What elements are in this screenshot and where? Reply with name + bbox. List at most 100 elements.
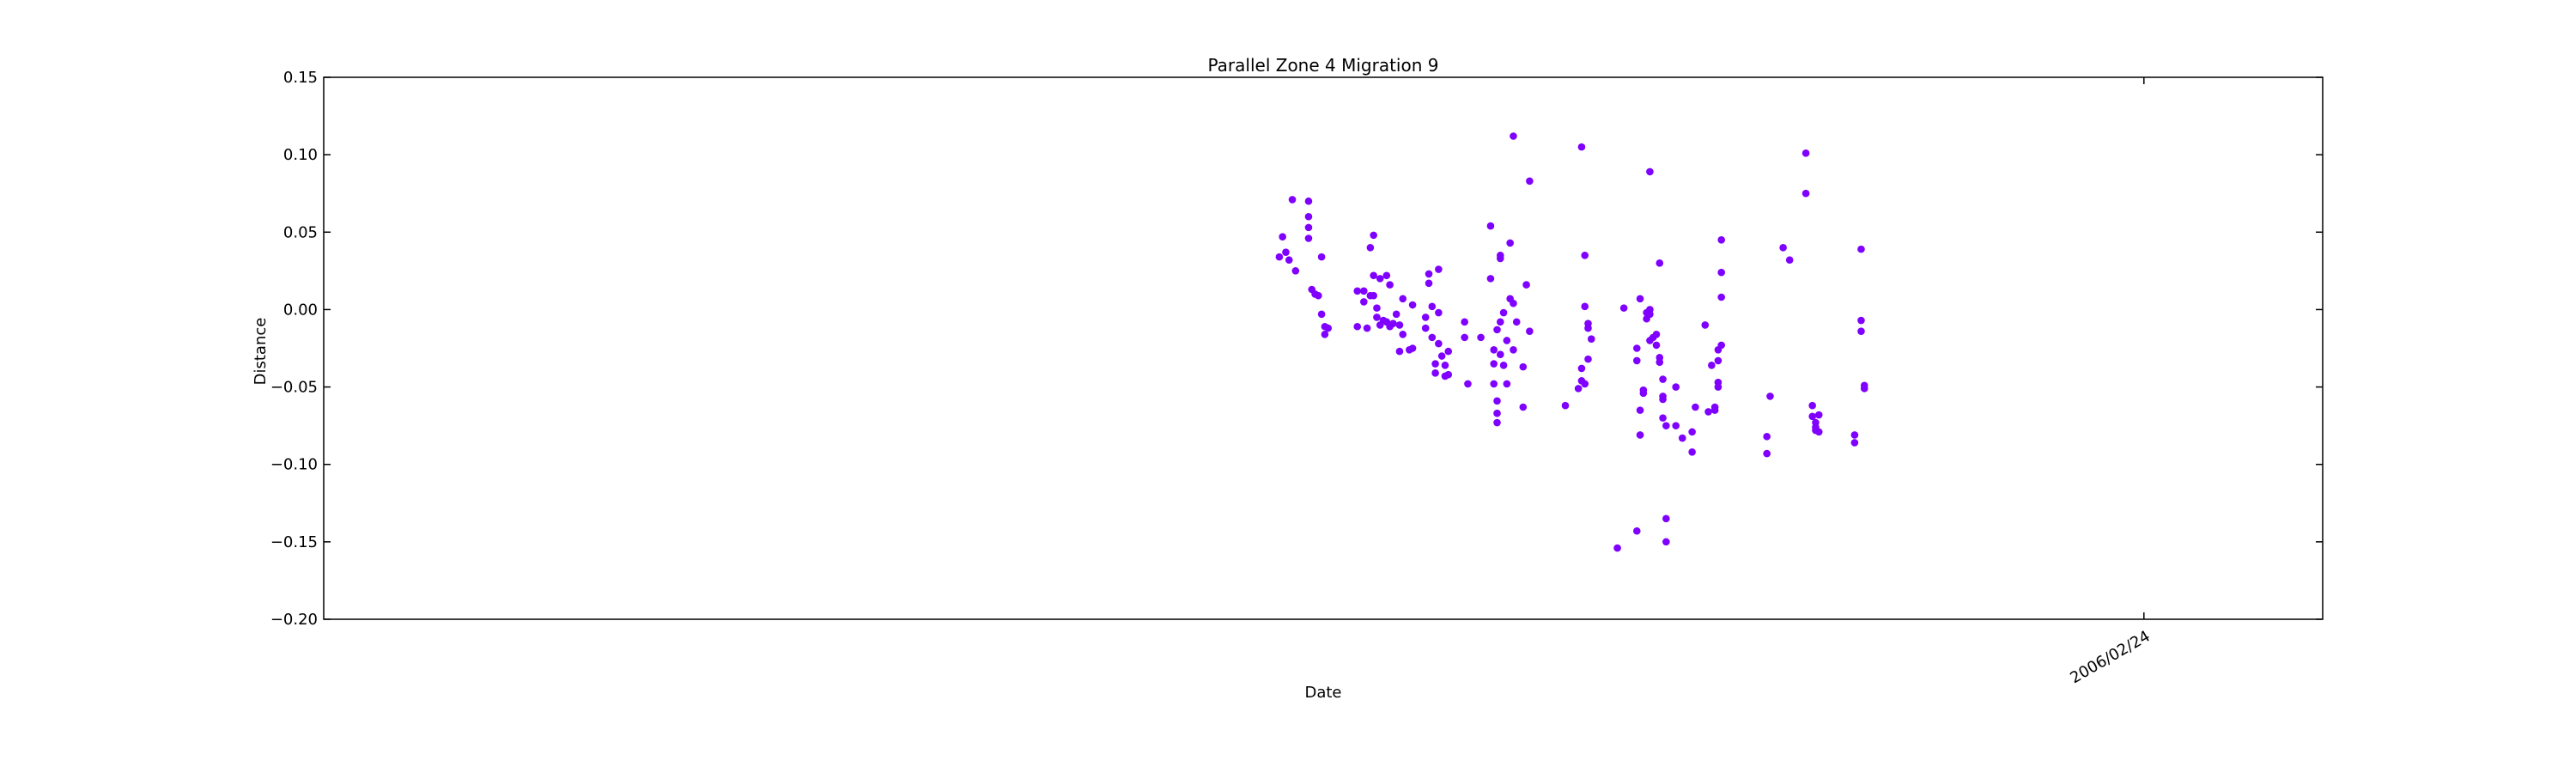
- data-point: [1499, 362, 1508, 369]
- data-point: [1370, 231, 1377, 240]
- data-point: [1779, 244, 1787, 252]
- data-point: [1386, 281, 1394, 289]
- data-point: [1688, 447, 1696, 456]
- data-point: [1363, 324, 1371, 332]
- data-point: [1801, 149, 1810, 157]
- data-point: [1812, 418, 1820, 427]
- data-point: [1291, 267, 1300, 275]
- data-point: [1399, 330, 1407, 338]
- data-point: [1519, 403, 1528, 411]
- data-point: [1646, 167, 1654, 176]
- data-point: [1279, 233, 1286, 240]
- data-point: [1717, 268, 1726, 277]
- data-point: [1304, 212, 1313, 221]
- data-point: [1704, 408, 1712, 416]
- data-point: [1490, 360, 1498, 368]
- data-point: [1587, 335, 1595, 343]
- data-point: [1428, 302, 1437, 311]
- data-point: [1317, 310, 1326, 319]
- data-point: [1814, 428, 1823, 436]
- data-point: [1421, 313, 1430, 321]
- data-point: [1431, 369, 1439, 377]
- data-point: [1714, 356, 1722, 365]
- data-point: [1441, 362, 1449, 369]
- data-point: [1710, 406, 1719, 414]
- data-point: [1708, 362, 1716, 369]
- data-point: [1619, 304, 1628, 312]
- data-point: [1584, 324, 1592, 332]
- y-axis-ticks: −0.20 −0.15 −0.10 −0.05 0.00 0.05 0.10 0.15: [270, 69, 2323, 629]
- data-point: [1370, 271, 1377, 280]
- data-point: [1392, 310, 1400, 319]
- data-point: [1464, 380, 1472, 388]
- data-points: [1275, 132, 1868, 552]
- data-point: [1408, 301, 1417, 309]
- plot-area-frame: [323, 76, 2324, 620]
- data-point: [1763, 449, 1771, 458]
- y-tick-label: −0.15: [270, 533, 318, 551]
- data-point: [1497, 254, 1504, 263]
- data-point: [1688, 428, 1696, 436]
- data-point: [1324, 324, 1332, 332]
- data-point: [1510, 299, 1517, 307]
- data-point: [1662, 514, 1670, 523]
- data-point: [1304, 223, 1313, 232]
- data-point: [1315, 291, 1322, 300]
- data-point: [1373, 304, 1381, 312]
- data-point: [1763, 432, 1771, 441]
- data-point: [1282, 248, 1290, 257]
- data-point: [1493, 397, 1501, 405]
- y-tick-label: 0.00: [283, 301, 318, 319]
- data-point: [1435, 265, 1443, 273]
- data-point: [1486, 222, 1495, 230]
- y-axis-label: Distance: [252, 318, 270, 386]
- data-point: [1636, 431, 1644, 439]
- data-point: [1435, 308, 1443, 317]
- data-point: [1512, 318, 1521, 326]
- data-point: [1444, 347, 1453, 356]
- data-point: [1408, 344, 1417, 352]
- data-point: [1801, 189, 1810, 198]
- data-point: [1659, 395, 1667, 404]
- data-point: [1428, 333, 1437, 342]
- data-point: [1373, 313, 1381, 321]
- data-point: [1304, 234, 1313, 242]
- data-point: [1814, 411, 1823, 419]
- data-point: [1766, 393, 1774, 400]
- x-axis-label: Date: [1304, 684, 1341, 702]
- data-point: [1431, 360, 1439, 368]
- data-point: [1382, 271, 1391, 280]
- data-point: [1389, 320, 1397, 327]
- data-point: [1692, 403, 1699, 411]
- data-point: [1360, 287, 1368, 295]
- data-point: [1632, 526, 1641, 535]
- data-point: [1353, 287, 1362, 295]
- data-point: [1321, 330, 1329, 338]
- data-point: [1493, 418, 1501, 427]
- data-point: [1499, 308, 1508, 317]
- data-point: [1581, 302, 1589, 311]
- y-tick-label: 0.05: [283, 223, 318, 241]
- data-point: [1317, 253, 1326, 261]
- data-point: [1522, 281, 1530, 289]
- data-point: [1477, 333, 1485, 342]
- data-point: [1395, 347, 1404, 356]
- data-point: [1437, 352, 1446, 360]
- data-point: [1510, 132, 1517, 140]
- data-point: [1421, 324, 1430, 332]
- data-point: [1275, 253, 1284, 261]
- data-point: [1506, 239, 1514, 247]
- data-point: [1288, 196, 1297, 204]
- data-point: [1632, 344, 1641, 352]
- data-point: [1574, 385, 1583, 393]
- data-point: [1785, 256, 1794, 265]
- data-point: [1510, 346, 1517, 354]
- data-point: [1808, 412, 1816, 421]
- data-point: [1581, 380, 1589, 388]
- data-point: [1376, 275, 1384, 283]
- data-point: [1519, 362, 1528, 371]
- y-tick-label: 0.15: [283, 69, 318, 87]
- data-point: [1425, 279, 1433, 288]
- data-point: [1285, 256, 1293, 265]
- data-point: [1850, 439, 1859, 447]
